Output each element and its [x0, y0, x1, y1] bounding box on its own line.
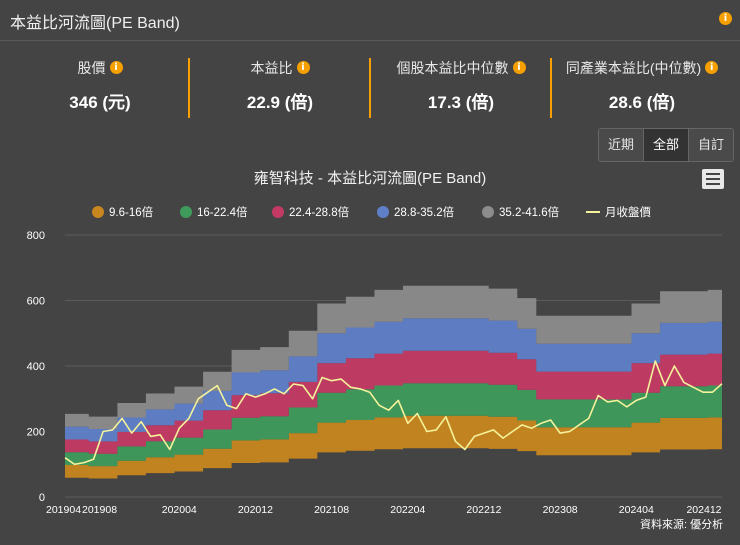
info-icon[interactable]: i	[109, 61, 123, 75]
legend-label: 22.4-28.8倍	[289, 205, 350, 219]
stat-pe-median: 個股本益比中位數 i 17.3 (倍)	[371, 58, 551, 113]
legend-marker	[272, 206, 284, 218]
pe-band-area	[65, 285, 722, 429]
data-source: 資料來源: 優分析	[640, 519, 724, 531]
pe-band-area	[65, 383, 722, 467]
stat-stock-price: 股價 i 346 (元)	[10, 58, 190, 113]
stat-value: 346 (元)	[69, 93, 131, 112]
stat-label: 本益比	[250, 60, 293, 76]
y-tick-label: 400	[27, 361, 45, 373]
x-tick-label: 201908	[82, 504, 117, 516]
stat-label: 股價	[77, 60, 106, 76]
x-tick-label: 201904	[46, 504, 81, 516]
stat-industry-pe: 同產業本益比(中位數) i 28.6 (倍)	[552, 58, 732, 113]
legend-marker	[377, 206, 389, 218]
stat-value: 22.9 (倍)	[246, 93, 314, 112]
legend-label: 28.8-35.2倍	[394, 205, 455, 219]
legend-label: 9.6-16倍	[109, 205, 154, 219]
chart-title: 雍智科技 - 本益比河流圖(PE Band)	[253, 170, 487, 187]
stat-label: 同產業本益比(中位數)	[565, 60, 702, 76]
range-selector: 近期 全部 自訂	[598, 128, 734, 162]
legend-marker	[180, 206, 192, 218]
x-tick-label: 202404	[619, 504, 654, 516]
pe-band-area	[65, 350, 722, 454]
header-divider	[0, 40, 740, 41]
y-tick-label: 800	[27, 230, 45, 242]
info-icon[interactable]: i	[705, 61, 719, 75]
x-tick-label: 202412	[686, 504, 721, 516]
range-all-button[interactable]: 全部	[644, 129, 689, 161]
x-tick-label: 202308	[543, 504, 578, 516]
x-tick-label: 202204	[390, 504, 425, 516]
x-tick-label: 202108	[314, 504, 349, 516]
y-tick-label: 600	[27, 296, 45, 308]
panel-title: 本益比河流圖(PE Band)	[10, 15, 180, 32]
panel-header: 本益比河流圖(PE Band) i	[0, 0, 740, 40]
legend-label: 35.2-41.6倍	[499, 205, 560, 219]
range-recent-button[interactable]: 近期	[599, 129, 644, 161]
y-tick-label: 200	[27, 427, 45, 439]
info-icon[interactable]: i	[719, 12, 732, 25]
stat-label: 個股本益比中位數	[396, 60, 509, 76]
x-tick-label: 202012	[238, 504, 273, 516]
legend-marker	[482, 206, 494, 218]
stat-divider	[188, 58, 190, 118]
pe-band-area	[65, 415, 722, 479]
range-custom-button[interactable]: 自訂	[689, 129, 733, 161]
legend-label: 16-22.4倍	[197, 205, 248, 219]
info-icon[interactable]: i	[512, 61, 526, 75]
pe-band-area	[65, 318, 722, 442]
stat-value: 17.3 (倍)	[427, 93, 495, 112]
hamburger-menu-icon[interactable]	[702, 169, 724, 189]
stat-pe-ratio: 本益比 i 22.9 (倍)	[190, 58, 370, 113]
stat-divider	[550, 58, 552, 118]
legend-marker	[92, 206, 104, 218]
x-tick-label: 202004	[162, 504, 197, 516]
legend-label: 月收盤價	[605, 205, 651, 219]
x-tick-label: 202212	[466, 504, 501, 516]
price-line	[64, 360, 723, 466]
y-tick-label: 0	[39, 492, 45, 504]
stat-value: 28.6 (倍)	[608, 93, 676, 112]
stat-divider	[369, 58, 371, 118]
info-icon[interactable]: i	[296, 61, 310, 75]
